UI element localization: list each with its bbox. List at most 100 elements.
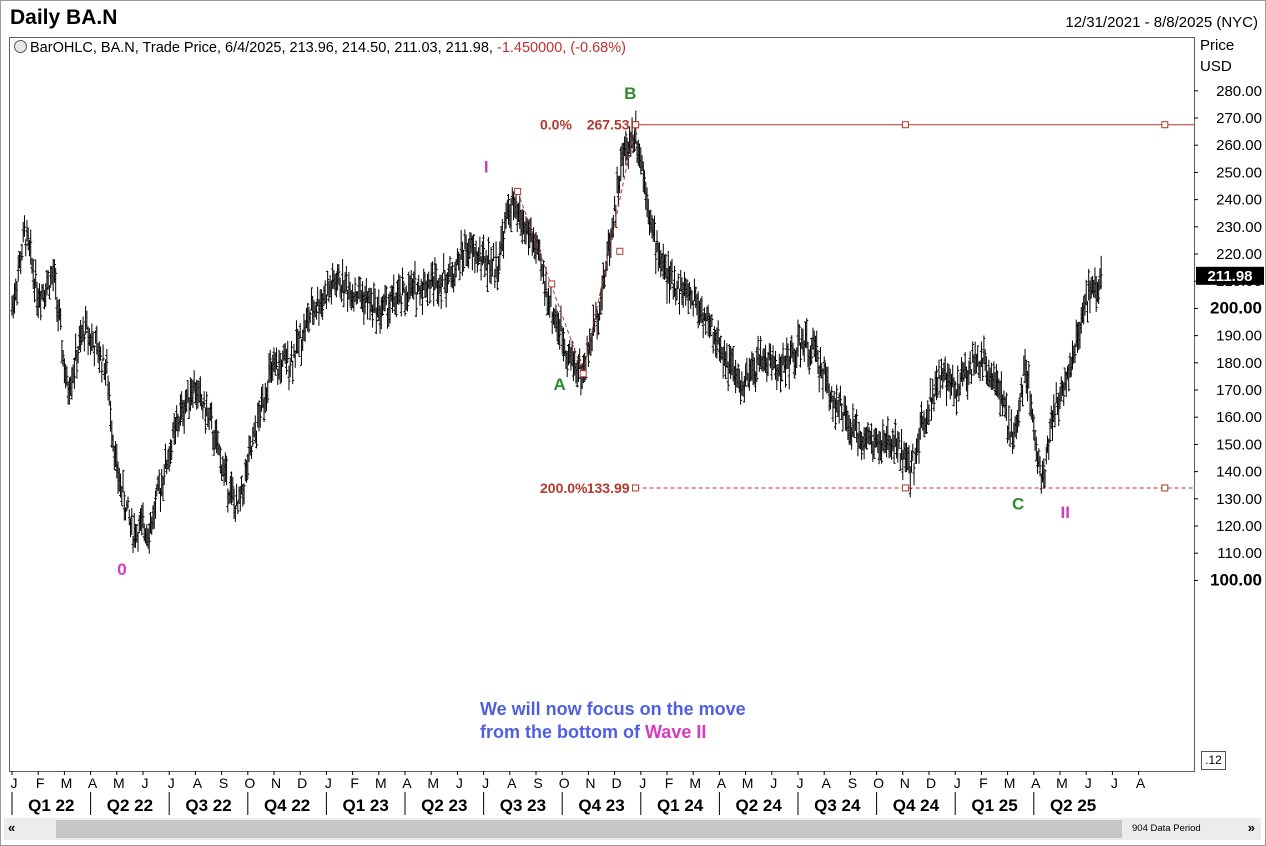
month-label: M: [61, 775, 73, 791]
month-label: A: [402, 775, 412, 791]
month-label: M: [689, 775, 701, 791]
y-tick-label: 260.00: [1216, 137, 1262, 154]
y-tick-label: 280.00: [1216, 83, 1262, 100]
wave-label: C: [1012, 495, 1024, 514]
data-period-label: 904 Data Period: [1132, 823, 1201, 834]
y-tick-label: 250.00: [1216, 164, 1262, 181]
fib-anchor-marker: [548, 280, 556, 288]
quarter-label: Q1 25: [971, 796, 1017, 815]
month-label: M: [742, 775, 754, 791]
horizontal-scrollbar[interactable]: « 904 Data Period »: [4, 818, 1261, 840]
y-tick-label: 100.00: [1210, 570, 1262, 589]
month-label: M: [1056, 775, 1068, 791]
quarter-label: Q2 22: [107, 796, 153, 815]
y-tick-label: 190.00: [1216, 328, 1262, 345]
fib-anchor-marker: [579, 370, 587, 378]
plot-area[interactable]: [9, 37, 1195, 772]
month-label: D: [612, 775, 622, 791]
month-label: A: [193, 775, 203, 791]
quarter-label: Q3 23: [500, 796, 546, 815]
month-label: F: [979, 775, 988, 791]
month-label: F: [350, 775, 359, 791]
month-label: D: [926, 775, 936, 791]
month-label: M: [1004, 775, 1016, 791]
y-tick-label: 120.00: [1216, 518, 1262, 535]
month-label: A: [1136, 775, 1146, 791]
last-price-box: [1196, 266, 1264, 285]
wave-label: I: [484, 157, 489, 176]
annotation-line-2: from the bottom of Wave II: [480, 721, 746, 744]
y-tick-label: 180.00: [1216, 355, 1262, 372]
fib-level-percent: 200.0%: [540, 480, 588, 496]
scroll-thumb[interactable]: [56, 820, 1122, 838]
month-label: F: [36, 775, 45, 791]
wave-label: B: [624, 84, 636, 103]
month-label: J: [1111, 775, 1118, 791]
month-label: J: [325, 775, 332, 791]
info-values: BarOHLC, BA.N, Trade Price, 6/4/2025, 21…: [30, 40, 497, 56]
info-change: -1.450000, (-0.68%): [496, 40, 626, 56]
month-label: J: [770, 775, 777, 791]
month-label: J: [482, 775, 489, 791]
fib-level-marker: [901, 484, 909, 492]
y-tick-label: 170.00: [1216, 382, 1262, 399]
wave-label: II: [1061, 503, 1070, 522]
quarter-label: Q1 24: [657, 796, 704, 815]
month-label: J: [11, 775, 18, 791]
quarter-label: Q2 24: [736, 796, 783, 815]
month-label: D: [297, 775, 307, 791]
axis-unit-currency: USD: [1200, 58, 1232, 75]
month-label: J: [954, 775, 961, 791]
wave-label: A: [553, 375, 565, 394]
fib-level-marker: [1161, 121, 1169, 129]
fib-level-percent: 0.0%: [540, 117, 572, 133]
y-tick-label: 230.00: [1216, 219, 1262, 236]
quarter-label: Q4 24: [893, 796, 940, 815]
date-range: 12/31/2021 - 8/8/2025 (NYC): [1065, 14, 1258, 31]
month-label: A: [88, 775, 98, 791]
info-icon[interactable]: [14, 40, 27, 53]
scroll-right-arrow[interactable]: »: [1247, 820, 1255, 835]
month-label: M: [427, 775, 439, 791]
month-label: N: [585, 775, 595, 791]
fib-anchor-marker: [514, 187, 522, 195]
annotation-prefix: from the bottom of: [480, 722, 645, 742]
last-price-label: 211.98: [1207, 268, 1252, 285]
month-label: A: [822, 775, 832, 791]
month-label: O: [873, 775, 884, 791]
fib-level-price: 133.99: [587, 480, 630, 496]
quarter-label: Q4 22: [264, 796, 310, 815]
y-tick-label: 220.00: [1216, 246, 1262, 263]
axis-unit-price: Price: [1200, 37, 1235, 54]
month-label: J: [1085, 775, 1092, 791]
scale-zoom-box[interactable]: .12: [1201, 751, 1226, 770]
wave-label: 0: [117, 560, 126, 579]
y-tick-label: 150.00: [1216, 436, 1262, 453]
quarter-label: Q3 24: [814, 796, 861, 815]
annotation-wave-label: Wave II: [644, 722, 707, 742]
month-label: S: [533, 775, 542, 791]
month-label: F: [665, 775, 674, 791]
month-label: J: [456, 775, 463, 791]
quarter-label: Q3 22: [185, 796, 231, 815]
quarter-label: Q4 23: [578, 796, 624, 815]
y-tick-label: 270.00: [1216, 110, 1262, 127]
info-line: BarOHLC, BA.N, Trade Price, 6/4/2025, 21…: [14, 40, 626, 56]
fib-level-marker: [901, 121, 909, 129]
month-label: M: [113, 775, 125, 791]
month-label: S: [848, 775, 857, 791]
y-tick-label: 140.00: [1216, 464, 1262, 481]
quarter-label: Q1 23: [343, 796, 389, 815]
month-label: N: [271, 775, 281, 791]
scroll-left-arrow[interactable]: «: [8, 820, 16, 835]
fib-level-marker: [1161, 484, 1169, 492]
y-tick-label: 130.00: [1216, 491, 1262, 508]
fib-level-marker: [632, 121, 640, 129]
month-label: O: [559, 775, 570, 791]
y-tick-label: 240.00: [1216, 192, 1262, 209]
annotation-note: We will now focus on the move from the b…: [480, 698, 746, 744]
chart-title: Daily BA.N: [10, 6, 118, 29]
month-label: A: [717, 775, 727, 791]
y-tick-label: 160.00: [1216, 409, 1262, 426]
